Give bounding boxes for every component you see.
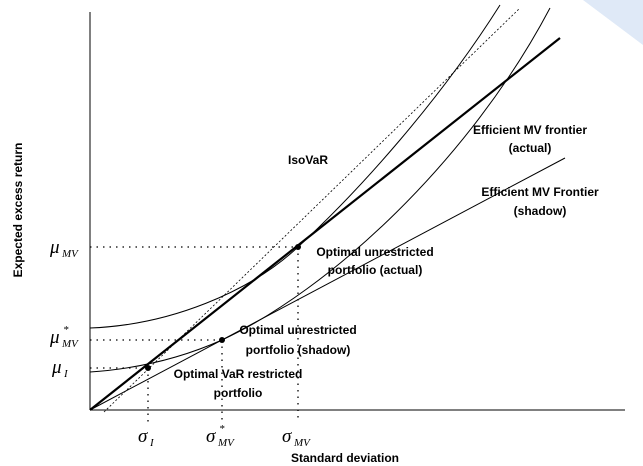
point-actual [295, 244, 301, 250]
annotation: portfolio (actual) [328, 263, 423, 277]
annotation: Optimal unrestricted [239, 323, 356, 337]
y-marker-sub: MV [61, 248, 79, 260]
y-marker-sup: * [63, 324, 69, 336]
x-marker: σ [206, 426, 216, 447]
x-marker-sup: * [219, 423, 225, 435]
y-marker: μ [49, 327, 60, 348]
annotation: Optimal VaR restricted [174, 367, 303, 381]
x-marker-sub: MV [293, 437, 311, 449]
annotation: portfolio [214, 386, 263, 400]
annotation: IsoVaR [288, 153, 328, 167]
guides [90, 246, 299, 422]
y-axis-label: Expected excess return [11, 143, 25, 278]
cml-shadow [89, 157, 566, 411]
cml-actual [89, 37, 561, 411]
decor [583, 0, 643, 45]
annotation: Optimal unrestricted [316, 245, 433, 259]
x-marker-sub: I [149, 437, 155, 449]
frontier-shadow [89, 7, 551, 373]
x-axis-label: Standard deviation [291, 451, 399, 465]
point-var [145, 365, 151, 371]
annotation: (actual) [509, 141, 552, 155]
y-marker: μ [51, 357, 62, 378]
x-marker: σ [138, 426, 148, 447]
annotation: Efficient MV Frontier [481, 185, 599, 199]
annotation: Efficient MV frontier [473, 123, 587, 137]
annotation: (shadow) [514, 204, 567, 218]
x-marker-sub: MV [217, 437, 235, 449]
y-marker: μ [49, 237, 60, 258]
y-marker-sub: MV [61, 338, 79, 350]
annotation: portfolio (shadow) [246, 343, 351, 357]
x-marker: σ [282, 426, 292, 447]
point-shadow [219, 337, 225, 343]
y-marker-sub: I [63, 368, 69, 380]
